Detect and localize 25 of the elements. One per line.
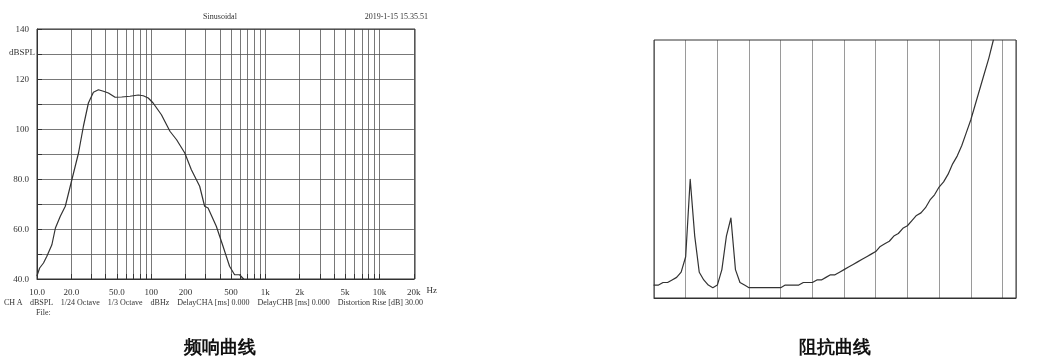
y-tick-label: 40.0: [13, 274, 30, 284]
y-tick-label: 100: [15, 124, 30, 134]
y-axis-title: dBSPL: [8, 46, 35, 57]
text: Sinusoidal: [203, 11, 238, 21]
x-tick-label: 1k: [260, 286, 271, 297]
text: 阻抗曲线: [799, 337, 871, 357]
x-tick-label: 5k: [340, 286, 351, 297]
x-tick-label: 200: [178, 286, 193, 297]
x-tick-label: 20.0: [63, 286, 80, 297]
y-tick-label: 80.0: [13, 174, 30, 184]
x-tick-label: 2k: [295, 286, 305, 297]
x-axis-title: Hz: [426, 284, 438, 295]
text: CH A dBSPL 1/24 Octave 1/3 Octave dBHz DelayCHA [ms] 0.000 DelayCHB [ms] 0.000 Distortion Rise [dB] 30.00: [4, 297, 424, 307]
x-tick-label: 20k: [407, 286, 422, 297]
text: File:: [36, 307, 51, 317]
text: 2019-1-15 15.35.51: [364, 11, 428, 21]
y-tick-label: 140: [15, 24, 30, 34]
x-tick-label: 100: [144, 286, 159, 297]
y-tick-label: 120: [15, 74, 30, 84]
x-tick-label: 10.0: [29, 286, 46, 297]
x-tick-label: 10k: [372, 286, 387, 297]
text: 频响曲线: [183, 337, 256, 357]
y-tick-label: 60.0: [13, 224, 30, 234]
x-tick-label: 500: [224, 286, 239, 297]
x-tick-label: 50.0: [108, 286, 126, 297]
